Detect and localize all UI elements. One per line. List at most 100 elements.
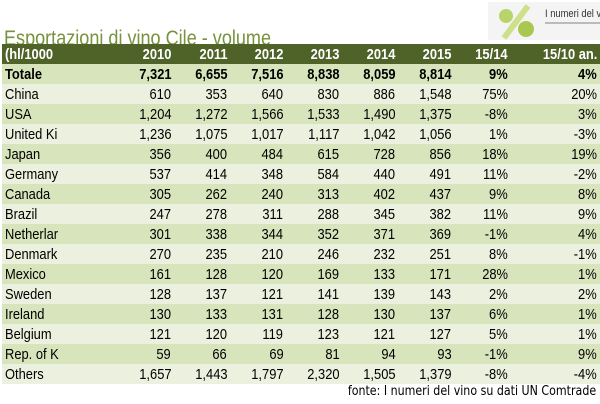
table-cell: 8%	[454, 244, 510, 264]
cell-text: 137	[429, 305, 452, 323]
table-cell: 120	[230, 264, 286, 284]
table-cell: 1,056	[398, 124, 454, 144]
table-cell: 352	[286, 224, 342, 244]
cell-text: 3%	[578, 105, 597, 123]
cell-text: 1,075	[194, 125, 228, 143]
table-cell: 8,814	[398, 64, 454, 84]
table-cell: 139	[342, 284, 398, 304]
cell-text: 1,657	[138, 365, 172, 383]
cell-text: 8%	[578, 185, 597, 203]
table-cell: 1,443	[174, 364, 230, 384]
column-header: 15/10 an.	[511, 44, 600, 64]
cell-text: 1,548	[419, 85, 452, 103]
cell-text: -8%	[484, 365, 508, 383]
table-cell: 75%	[454, 84, 510, 104]
cell-text: 2014	[366, 45, 396, 63]
table-cell: 9%	[454, 184, 510, 204]
table-row: Canada 305 262 240 313 402 437 9% 8%	[2, 184, 600, 204]
cell-text: 344	[261, 225, 284, 243]
page-title: Esportazioni di vino Cile - volume	[4, 27, 272, 50]
table-row: Belgium 121 120 119 123 121 127 5% 1%	[2, 324, 600, 344]
cell-text: 484	[261, 145, 284, 163]
table-header-row: (hl/1000 2010 2011 2012 2013 2014 2015 15/14 15/…	[2, 44, 600, 64]
cell-text: 1%	[578, 265, 597, 283]
table-cell: 313	[286, 184, 342, 204]
table-cell: -8%	[454, 104, 510, 124]
cell-text: 288	[317, 205, 340, 223]
table-cell: Canada	[2, 184, 118, 204]
table-cell: 94	[342, 344, 398, 364]
cell-text: 143	[429, 285, 452, 303]
table-row: Mexico 161 128 120 169 133 171 28% 1%	[2, 264, 600, 284]
cell-text: China	[5, 85, 39, 103]
cell-text: 400	[205, 145, 228, 163]
cell-text: 1,490	[363, 105, 396, 123]
cell-text: 121	[261, 285, 284, 303]
cell-text: USA	[5, 105, 32, 123]
table-cell: Brazil	[2, 204, 118, 224]
cell-text: 4%	[578, 225, 597, 243]
cell-text: 121	[373, 325, 396, 343]
cell-text: -1%	[484, 225, 508, 243]
table-cell: 81	[286, 344, 342, 364]
cell-text: 356	[149, 145, 172, 163]
table-cell: 1,533	[286, 104, 342, 124]
table-cell: 288	[286, 204, 342, 224]
table-cell: 123	[286, 324, 342, 344]
cell-text: Germany	[5, 165, 59, 183]
cell-text: 8,059	[363, 65, 396, 83]
logo-subtitle	[545, 22, 600, 24]
table-row: China 610 353 640 830 886 1,548 75% 20%	[2, 84, 600, 104]
table-cell: 169	[286, 264, 342, 284]
cell-text: 121	[149, 325, 172, 343]
cell-text: 1,117	[307, 125, 340, 143]
cell-text: 8,838	[307, 65, 340, 83]
cell-text: -1%	[574, 245, 597, 263]
table-cell: 11%	[454, 204, 510, 224]
cell-text: 353	[205, 85, 228, 103]
cell-text: 1%	[488, 125, 508, 143]
table-row: USA 1,204 1,272 1,566 1,533 1,490 1,375 -8% 3%	[2, 104, 600, 124]
cell-text: 1%	[578, 305, 597, 323]
table-cell: 1,236	[118, 124, 174, 144]
table-cell: China	[2, 84, 118, 104]
table-cell: 1,075	[174, 124, 230, 144]
cell-text: 2013	[310, 45, 340, 63]
table-row: Ireland 130 133 131 128 130 137 6% 1%	[2, 304, 600, 324]
table-cell: 1,272	[174, 104, 230, 124]
table-cell: 6,655	[174, 64, 230, 84]
cell-text: 2015	[422, 45, 452, 63]
table-cell: 382	[398, 204, 454, 224]
table-cell: 584	[286, 164, 342, 184]
table-cell: 141	[286, 284, 342, 304]
table-cell: 1,042	[342, 124, 398, 144]
cell-text: 1,505	[363, 365, 396, 383]
cell-text: 171	[429, 265, 452, 283]
table-cell: 437	[398, 184, 454, 204]
table-cell: 830	[286, 84, 342, 104]
cell-text: 1,797	[250, 365, 284, 383]
cell-text: 161	[149, 265, 172, 283]
table-cell: 278	[174, 204, 230, 224]
table-row: United Ki 1,236 1,075 1,017 1,117 1,042 1,056 1…	[2, 124, 600, 144]
table-cell: 137	[398, 304, 454, 324]
cell-text: Canada	[5, 185, 51, 203]
table-cell: 6%	[454, 304, 510, 324]
table-cell: 131	[230, 304, 286, 324]
cell-text: 94	[381, 345, 396, 363]
cell-text: 9%	[488, 185, 508, 203]
cell-text: 18%	[481, 145, 508, 163]
cell-text: 9%	[578, 345, 597, 363]
table-row: Brazil 247 278 311 288 345 382 11% 9%	[2, 204, 600, 224]
table-cell: 537	[118, 164, 174, 184]
table-cell: 251	[398, 244, 454, 264]
cell-text: 232	[373, 245, 396, 263]
table-cell: 270	[118, 244, 174, 264]
cell-text: 2012	[254, 45, 284, 63]
cell-text: 1,236	[138, 125, 172, 143]
table-cell: 119	[230, 324, 286, 344]
table-cell: 2%	[454, 284, 510, 304]
table-cell: 311	[230, 204, 286, 224]
cell-text: 369	[429, 225, 452, 243]
table-cell: 133	[342, 264, 398, 284]
